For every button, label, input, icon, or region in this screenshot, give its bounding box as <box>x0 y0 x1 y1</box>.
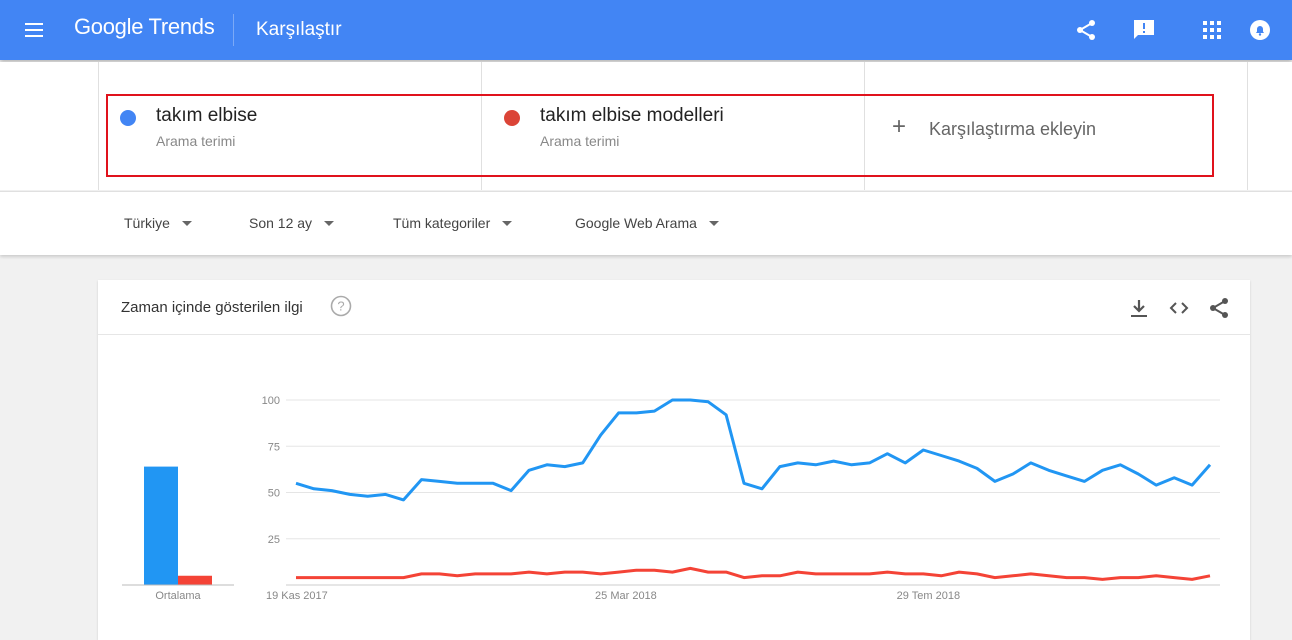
x-tick-label: 25 Mar 2018 <box>595 590 657 602</box>
category-value: Tüm kategoriler <box>393 215 491 231</box>
help-icon[interactable]: ? <box>330 295 352 317</box>
x-tick-label: 19 Kas 2017 <box>266 590 328 602</box>
interest-over-time-card: Zaman içinde gösterilen ilgi ? 100 75 50 25… <box>98 280 1250 640</box>
x-tick-label: 29 Tem 2018 <box>897 590 960 602</box>
download-icon[interactable] <box>1127 296 1151 320</box>
brand-logo[interactable]: Google Trends <box>74 14 215 39</box>
region-value: Türkiye <box>124 215 170 231</box>
filter-bar: Türkiye Son 12 ay Tüm kategoriler Google… <box>0 191 1292 255</box>
dropdown-arrow-icon <box>502 221 513 226</box>
interest-chart: 100 75 50 25 19 Kas 2017 25 Mar 2018 29 Tem 20… <box>122 395 1220 602</box>
card-title: Zaman içinde gösterilen ilgi <box>121 299 303 316</box>
term-name[interactable]: takım elbise <box>156 105 258 126</box>
dropdown-arrow-icon <box>708 221 719 226</box>
average-bar <box>178 575 212 585</box>
share-icon[interactable] <box>1207 296 1231 320</box>
feedback-icon[interactable] <box>1132 18 1156 42</box>
svg-text:?: ? <box>337 299 344 314</box>
term-name[interactable]: takım elbise modelleri <box>540 105 724 126</box>
average-bar <box>144 466 178 585</box>
embed-icon[interactable] <box>1167 296 1191 320</box>
notifications-icon[interactable] <box>1248 18 1272 42</box>
series-line <box>295 398 1212 502</box>
category-dropdown[interactable]: Tüm kategoriler <box>393 215 513 231</box>
dropdown-arrow-icon <box>181 221 192 226</box>
y-tick-label: 50 <box>268 488 280 500</box>
y-tick-label: 75 <box>268 441 280 453</box>
plus-icon: + <box>892 113 907 140</box>
average-label: Ortalama <box>155 590 201 602</box>
card-header: Zaman içinde gösterilen ilgi ? <box>98 280 1250 335</box>
region-dropdown[interactable]: Türkiye <box>124 215 192 231</box>
apps-icon[interactable] <box>1200 18 1224 42</box>
series-color-dot <box>504 110 520 126</box>
period-value: Son 12 ay <box>249 215 313 231</box>
y-tick-label: 25 <box>268 534 280 546</box>
page-title: Karşılaştır <box>256 19 342 40</box>
term-type: Arama terimi <box>156 133 236 149</box>
y-tick-label: 100 <box>262 395 280 407</box>
period-dropdown[interactable]: Son 12 ay <box>249 215 335 231</box>
search-type-dropdown[interactable]: Google Web Arama <box>575 215 719 231</box>
dropdown-arrow-icon <box>324 221 335 226</box>
series-color-dot <box>120 110 136 126</box>
app-bar: Google Trends Karşılaştır <box>0 0 1292 60</box>
menu-icon[interactable] <box>22 18 46 42</box>
header-divider <box>233 14 234 46</box>
compare-section: takım elbise Arama terimi takım elbise m… <box>0 62 1292 190</box>
add-comparison-label: Karşılaştırma ekleyin <box>929 119 1097 139</box>
search-type-value: Google Web Arama <box>575 215 697 231</box>
share-icon[interactable] <box>1074 18 1098 42</box>
term-type: Arama terimi <box>540 133 620 149</box>
series-line <box>296 566 1211 581</box>
